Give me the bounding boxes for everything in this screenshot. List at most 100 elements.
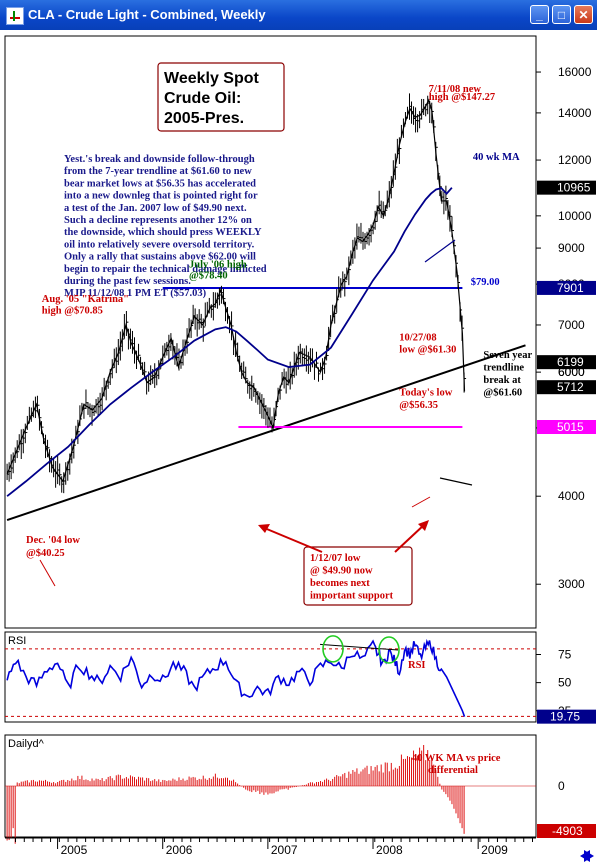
rsi-last-value-box: [537, 709, 596, 724]
annotation-text: Aug. '05 "Katrina": [42, 294, 129, 305]
price-label-text: 5712: [557, 380, 584, 394]
price-label-box: [537, 420, 596, 435]
commentary-line: Only a rally that sustains above $62.00 …: [64, 252, 256, 263]
minimize-button[interactable]: _: [530, 5, 549, 24]
annotation-text: $79.00: [471, 277, 500, 288]
chart-canvas: 3000400050006000700080009000100001200014…: [0, 30, 597, 863]
annotation-text: low @$61.30: [399, 344, 456, 355]
price-label-text: 7901: [557, 281, 584, 295]
chart-title-line: Crude Oil:: [164, 90, 241, 107]
support-arrowhead-right: [418, 520, 429, 531]
rsi-highlight-circle: [378, 636, 400, 664]
ma-label-arrow: [424, 239, 456, 263]
maximize-button[interactable]: □: [552, 5, 571, 24]
commentary-line: from the 7-year trendline at $61.60 to n…: [64, 166, 252, 177]
close-button[interactable]: ✕: [574, 5, 593, 24]
chart-frame: [0, 30, 597, 863]
annotation-text: Dec. '04 low: [26, 535, 80, 546]
rsi-panel: RSI755025RSI19.75: [5, 635, 596, 724]
price-axis-tick-label: 3000: [558, 577, 585, 591]
support-callout-text: 1/12/07 low: [310, 553, 361, 564]
price-label-text: 5015: [557, 420, 584, 434]
annotation-text: Seven year: [483, 350, 532, 361]
commentary-line: the downside, which should press WEEKLY: [64, 227, 262, 238]
annotation-text: break at: [483, 375, 521, 386]
annotation-text: @$56.35: [399, 400, 438, 411]
differential-last-value-label: -4903: [552, 824, 583, 838]
commentary-line: into a new downleg that is pointed right…: [64, 191, 258, 202]
price-series-line: [6, 98, 466, 483]
price-axis-tick-label: 12000: [558, 153, 592, 167]
differential-bars: [6, 745, 465, 844]
chart-title-line: Weekly Spot: [164, 70, 260, 87]
rsi-highlight-circle: [322, 635, 344, 663]
price-label-box: [537, 180, 596, 195]
commentary-line: Such a decline represents another 12% on: [64, 215, 252, 226]
rsi-axis-tick-label: 75: [558, 648, 572, 662]
rsi-series-line: [6, 638, 466, 717]
price-axis-tick-label: 6000: [558, 365, 585, 379]
differential-last-value-box: [537, 824, 596, 838]
scroll-right-icon: [584, 850, 594, 862]
rsi-panel-border: [4, 631, 537, 723]
rsi-annotation: RSI: [408, 660, 426, 671]
differential-panel-label: Dailyd^: [8, 738, 45, 750]
price-axis-tick-label: 4000: [558, 489, 585, 503]
x-axis-tick-label: 2009: [481, 843, 508, 857]
differential-zero-label: 0: [558, 779, 565, 793]
price-axis-tick-label: 9000: [558, 241, 585, 255]
price-axis-tick-label: 16000: [558, 65, 592, 79]
chart-app-icon: [6, 7, 24, 25]
annotation-text: trendline: [483, 363, 524, 374]
todays-low-pointer: [411, 496, 431, 508]
annotation-text: 40 wk MA: [473, 152, 520, 163]
differential-annotation: 40 WK MA vs price: [412, 753, 501, 764]
annotation-text: @$61.60: [483, 387, 522, 398]
annotation-text: @$40.25: [26, 548, 65, 559]
annotation-text: 10/27/08: [399, 333, 436, 344]
price-panel-border: [4, 35, 537, 629]
chart-background: [0, 30, 597, 863]
x-axis-tick-label: 2008: [376, 843, 403, 857]
price-panel: 3000400050006000700080009000100001200014…: [6, 62, 596, 606]
price-label-box: [537, 280, 596, 295]
commentary-line: oil into relatively severe oversold terr…: [64, 239, 255, 250]
price-axis-tick-label: 10000: [558, 209, 592, 223]
support-arrow-left: [261, 526, 323, 553]
trend-line: [6, 344, 526, 521]
price-axis-tick-label: 7000: [558, 318, 585, 332]
support-arrowhead-left: [258, 524, 270, 533]
commentary-line: Yest.'s break and downside follow-throug…: [64, 154, 255, 165]
commentary-line: bear market lows at $56.35 has accelerat…: [64, 178, 256, 189]
support-arrow-right: [394, 523, 426, 553]
price-label-box: [537, 380, 596, 395]
x-axis-tick-label: 2005: [61, 843, 88, 857]
support-callout-text: @ $49.90 now: [310, 566, 373, 577]
rsi-last-value-label: 19.75: [550, 710, 580, 724]
annotation-text: high @$70.85: [42, 305, 103, 316]
trendline-break-arrow: [439, 477, 473, 486]
x-axis-tick-label: 2006: [166, 843, 193, 857]
rsi-divergence-line: [319, 643, 399, 651]
title-box: [157, 62, 285, 132]
window-title: CLA - Crude Light - Combined, Weekly: [28, 7, 266, 22]
dec04-low-pointer: [39, 559, 56, 587]
title-bar[interactable]: CLA - Crude Light - Combined, Weekly _ □…: [0, 0, 597, 30]
ma-series-line: [6, 187, 453, 497]
support-callout-text: becomes next: [310, 578, 370, 589]
rsi-panel-label: RSI: [8, 635, 26, 647]
annotation-text: July '06 high: [189, 259, 247, 270]
annotation-text: 7/11/08 new: [429, 84, 482, 95]
commentary-line: MJP 11/12/08 1 PM ET ($57.03): [64, 288, 207, 299]
commentary-line: a test of the Jan. 2007 low of $49.90 ne…: [64, 203, 247, 214]
commentary-line: begin to repair the technical damage inf…: [64, 264, 267, 275]
price-label-text: 10965: [557, 181, 591, 195]
x-axis-tick-label: 2007: [271, 843, 298, 857]
commentary-line: during the past few sessions.: [64, 276, 191, 287]
rsi-axis-tick-label: 50: [558, 676, 572, 690]
support-callout-text: important support: [310, 591, 394, 602]
annotation-text: high @$147.27: [429, 92, 495, 103]
x-axis: 2005 2006 2007 2008 2009: [5, 837, 594, 862]
